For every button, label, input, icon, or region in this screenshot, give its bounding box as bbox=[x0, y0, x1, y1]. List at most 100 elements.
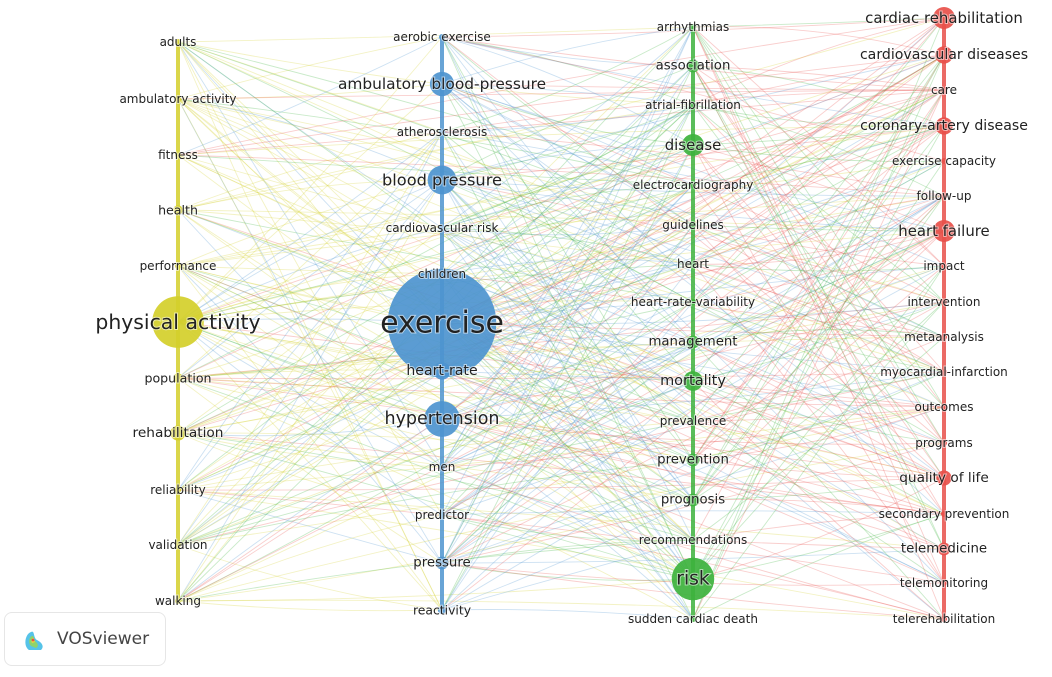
keyword-label[interactable]: metaanalysis bbox=[903, 329, 985, 345]
keyword-node[interactable] bbox=[175, 39, 181, 45]
keyword-node[interactable] bbox=[429, 71, 455, 97]
keyword-label[interactable]: sudden cardiac death bbox=[627, 611, 759, 627]
keyword-node[interactable] bbox=[935, 117, 953, 135]
keyword-label[interactable]: myocardial-infarction bbox=[879, 364, 1009, 380]
keyword-node[interactable] bbox=[175, 487, 181, 493]
keyword-node[interactable] bbox=[941, 580, 947, 586]
keyword-label[interactable]: coronary-artery disease bbox=[859, 117, 1029, 135]
keyword-node[interactable] bbox=[690, 24, 696, 30]
keyword-label[interactable]: ambulatory blood-pressure bbox=[337, 74, 547, 94]
keyword-label[interactable]: heart-rate bbox=[405, 362, 478, 380]
keyword-label[interactable]: children bbox=[417, 266, 467, 282]
keyword-label[interactable]: exercise capacity bbox=[891, 153, 997, 169]
keyword-node[interactable] bbox=[941, 440, 947, 446]
keyword-label[interactable]: walking bbox=[154, 593, 202, 609]
keyword-node[interactable] bbox=[690, 102, 696, 108]
keyword-label[interactable]: cardiovascular diseases bbox=[859, 46, 1029, 64]
keyword-label[interactable]: aerobic exercise bbox=[392, 29, 492, 45]
keyword-node[interactable] bbox=[175, 598, 181, 604]
keyword-label[interactable]: prevalence bbox=[659, 413, 727, 429]
keyword-label[interactable]: health bbox=[157, 202, 199, 219]
keyword-node[interactable] bbox=[941, 616, 947, 622]
keyword-label[interactable]: validation bbox=[147, 537, 208, 553]
keyword-label[interactable]: pressure bbox=[412, 555, 471, 572]
keyword-label[interactable]: intervention bbox=[906, 294, 981, 310]
keyword-label[interactable]: atherosclerosis bbox=[396, 124, 488, 140]
keyword-node[interactable] bbox=[941, 193, 947, 199]
keyword-node[interactable] bbox=[690, 616, 696, 622]
keyword-label[interactable]: reliability bbox=[149, 482, 207, 498]
keyword-node[interactable] bbox=[690, 299, 696, 305]
keyword-label[interactable]: performance bbox=[139, 258, 218, 274]
keyword-node[interactable] bbox=[941, 299, 947, 305]
keyword-node[interactable] bbox=[439, 225, 445, 231]
keyword-node[interactable] bbox=[941, 87, 947, 93]
keyword-node[interactable] bbox=[683, 371, 703, 391]
keyword-label[interactable]: population bbox=[143, 370, 212, 387]
keyword-node[interactable] bbox=[439, 34, 445, 40]
keyword-node[interactable] bbox=[941, 263, 947, 269]
keyword-node[interactable] bbox=[439, 512, 445, 518]
keyword-node[interactable] bbox=[690, 537, 696, 543]
keyword-label[interactable]: adults bbox=[159, 34, 198, 50]
keyword-label[interactable]: fitness bbox=[157, 147, 199, 163]
keyword-label[interactable]: cardiovascular risk bbox=[385, 220, 500, 236]
keyword-label[interactable]: programs bbox=[914, 435, 973, 451]
keyword-node[interactable] bbox=[175, 263, 181, 269]
keyword-node[interactable] bbox=[173, 205, 183, 215]
keyword-node[interactable] bbox=[152, 296, 204, 348]
keyword-label[interactable]: risk bbox=[675, 568, 711, 591]
keyword-node[interactable] bbox=[435, 556, 449, 570]
keyword-node[interactable] bbox=[941, 334, 947, 340]
keyword-label[interactable]: outcomes bbox=[914, 399, 975, 415]
keyword-node[interactable] bbox=[686, 335, 700, 349]
keyword-node[interactable] bbox=[437, 605, 447, 615]
keyword-node[interactable] bbox=[173, 373, 183, 383]
keyword-node[interactable] bbox=[686, 59, 700, 73]
keyword-label[interactable]: prevention bbox=[656, 452, 730, 469]
keyword-node[interactable] bbox=[690, 222, 696, 228]
keyword-label[interactable]: telemonitoring bbox=[899, 575, 989, 591]
keyword-node[interactable] bbox=[690, 261, 696, 267]
keyword-label[interactable]: arrhythmias bbox=[656, 19, 730, 35]
keyword-label[interactable]: blood pressure bbox=[381, 170, 503, 191]
keyword-node[interactable] bbox=[941, 511, 947, 517]
keyword-node[interactable] bbox=[387, 268, 497, 378]
keyword-label[interactable]: follow-up bbox=[916, 188, 973, 204]
keyword-node[interactable] bbox=[941, 404, 947, 410]
keyword-label[interactable]: management bbox=[647, 334, 738, 351]
keyword-node[interactable] bbox=[690, 182, 696, 188]
keyword-label[interactable]: recommendations bbox=[638, 532, 749, 548]
keyword-node[interactable] bbox=[433, 362, 451, 380]
keyword-label[interactable]: physical activity bbox=[94, 309, 261, 335]
keyword-label[interactable]: ambulatory activity bbox=[118, 91, 237, 107]
keyword-label[interactable]: telerehabilitation bbox=[892, 611, 996, 627]
keyword-label[interactable]: telemedicine bbox=[900, 541, 988, 558]
keyword-node[interactable] bbox=[937, 542, 951, 556]
keyword-node[interactable] bbox=[671, 557, 715, 601]
keyword-label[interactable]: secondary prevention bbox=[878, 506, 1011, 522]
keyword-node[interactable] bbox=[936, 470, 952, 486]
keyword-node[interactable] bbox=[682, 134, 704, 156]
keyword-label[interactable]: reactivity bbox=[412, 602, 472, 619]
keyword-label[interactable]: heart-rate-variability bbox=[630, 294, 756, 310]
keyword-label[interactable]: guidelines bbox=[661, 217, 724, 233]
keyword-node[interactable] bbox=[175, 152, 181, 158]
keyword-label[interactable]: exercise bbox=[379, 305, 505, 342]
keyword-label[interactable]: men bbox=[428, 459, 457, 475]
keyword-label[interactable]: cardiac rehabilitation bbox=[864, 8, 1024, 28]
keyword-label[interactable]: disease bbox=[664, 135, 723, 155]
keyword-node[interactable] bbox=[933, 220, 955, 242]
keyword-label[interactable]: heart bbox=[676, 256, 710, 272]
keyword-node[interactable] bbox=[427, 165, 457, 195]
keyword-node[interactable] bbox=[941, 158, 947, 164]
keyword-label[interactable]: heart failure bbox=[897, 221, 990, 241]
keyword-node[interactable] bbox=[170, 425, 186, 441]
keyword-label[interactable]: quality of life bbox=[898, 469, 990, 487]
keyword-node[interactable] bbox=[175, 96, 181, 102]
keyword-label[interactable]: association bbox=[655, 58, 732, 75]
keyword-label[interactable]: mortality bbox=[659, 372, 727, 390]
keyword-label[interactable]: predictor bbox=[414, 507, 470, 523]
keyword-label[interactable]: prognosis bbox=[660, 492, 726, 509]
keyword-node[interactable] bbox=[935, 46, 953, 64]
